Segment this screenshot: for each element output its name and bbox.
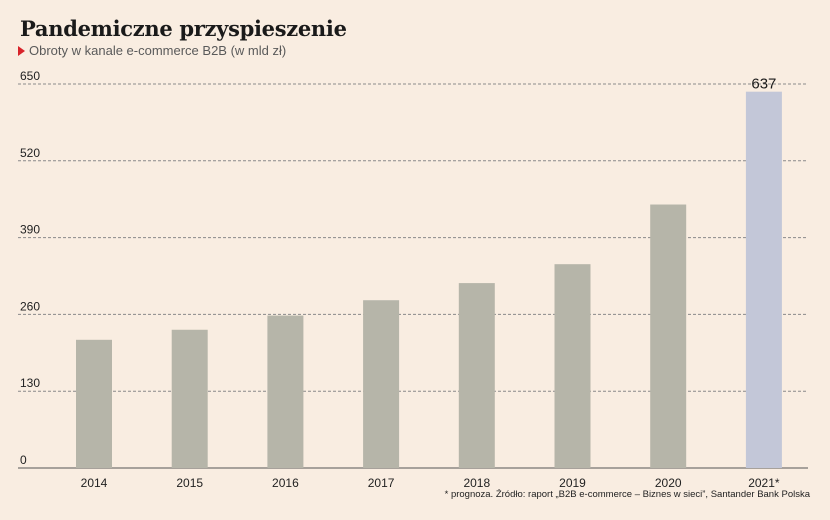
bar-2019	[554, 264, 591, 468]
chart-title: Pandemiczne przyspieszenie	[20, 16, 347, 41]
x-tick-label: 2018	[463, 476, 490, 490]
x-tick-label: 2014	[81, 476, 108, 490]
y-tick-label: 390	[20, 223, 40, 237]
labels-layer: 0 130 260 390 520 650 2014 2015 2016 2017 2018 2019…	[20, 69, 780, 490]
x-tick-label: 2015	[176, 476, 203, 490]
y-tick-label: 650	[20, 69, 40, 83]
y-tick-label: 0	[20, 453, 27, 467]
source-note: * prognoza. Źródło: raport „B2B e-commer…	[444, 489, 810, 500]
bar-2018	[458, 283, 495, 468]
x-tick-label: 2020	[655, 476, 682, 490]
y-tick-label: 260	[20, 299, 40, 313]
bar-2014	[76, 339, 112, 468]
bar-2016	[267, 315, 304, 468]
bar-2015	[171, 329, 208, 468]
x-tick-label: 2017	[368, 476, 395, 490]
y-tick-label: 130	[20, 376, 40, 390]
red-triangle-marker-icon	[18, 45, 25, 56]
grid-layer	[18, 83, 808, 469]
subtitle-text: Obroty w kanale e-commerce B2B (w mld zł…	[29, 43, 287, 58]
bars-layer	[76, 91, 782, 469]
bar-2017	[363, 300, 400, 468]
bar-2021-forecast	[745, 91, 782, 469]
y-tick-label: 520	[20, 146, 40, 160]
bar-2020	[650, 204, 687, 469]
x-tick-label: 2021*	[748, 476, 780, 490]
x-tick-label: 2019	[559, 476, 586, 490]
x-tick-label: 2016	[272, 476, 299, 490]
data-label: 637	[751, 76, 776, 93]
chart-subtitle: Obroty w kanale e-commerce B2B (w mld zł…	[18, 43, 286, 58]
